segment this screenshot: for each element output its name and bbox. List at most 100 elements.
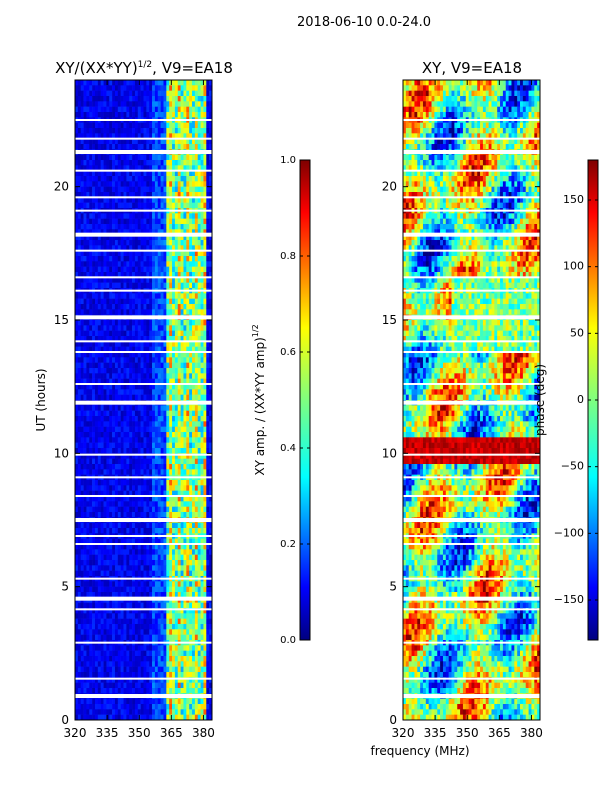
amp-cell	[163, 512, 167, 518]
amp-cell	[103, 250, 107, 257]
amp-cell	[103, 490, 107, 497]
amp-cell	[209, 261, 213, 267]
amp-cell	[206, 250, 210, 257]
amp-cell	[143, 544, 147, 550]
amp-cell	[114, 293, 119, 299]
amp-cell	[126, 245, 130, 251]
amp-cell	[97, 368, 101, 374]
amp-cell	[192, 277, 196, 283]
amp-cell	[97, 442, 101, 449]
amp-cell	[177, 346, 181, 353]
amp-cell	[189, 176, 193, 182]
amp-cell	[137, 261, 141, 267]
amp-cell	[126, 138, 130, 145]
amp-cell	[120, 480, 124, 486]
amp-cell	[109, 128, 113, 134]
amp-cell	[106, 154, 110, 161]
amp-cell	[117, 384, 121, 390]
amp-cell	[149, 602, 153, 609]
amp-cell	[149, 240, 153, 246]
amp-cell	[100, 592, 104, 598]
amp-cell	[177, 122, 181, 129]
amp-cell	[163, 384, 167, 390]
amp-cell	[189, 96, 193, 102]
amp-cell	[200, 373, 204, 379]
amp-cell	[186, 336, 190, 342]
amp-cell	[80, 176, 84, 182]
amp-cell	[132, 522, 136, 529]
amp-cell	[183, 405, 187, 411]
amp-cell	[189, 293, 193, 299]
amp-cell	[109, 112, 113, 118]
amp-cell	[103, 560, 107, 566]
amp-cell	[157, 362, 161, 369]
amp-cell	[172, 122, 176, 129]
amp-cell	[172, 202, 176, 209]
amp-cell	[209, 245, 213, 251]
amp-cell	[129, 234, 133, 241]
amp-cell	[149, 245, 153, 251]
amp-cell	[117, 480, 121, 486]
amp-cell	[149, 133, 153, 139]
amp-cell	[146, 106, 150, 113]
amp-cell	[89, 618, 93, 625]
amp-cell	[152, 389, 156, 395]
amp-cell	[80, 133, 84, 139]
amp-cell	[200, 80, 204, 86]
amp-cell	[163, 181, 167, 187]
amp-cell	[160, 213, 164, 219]
amp-cell	[117, 544, 121, 550]
amp-cell	[89, 298, 93, 305]
amp-cell	[117, 293, 121, 299]
amp-cell	[143, 469, 147, 475]
amp-cell	[163, 213, 167, 219]
amp-cell	[89, 357, 93, 363]
amp-cell	[194, 368, 199, 374]
amp-cell	[180, 186, 184, 193]
amp-cell	[183, 266, 187, 273]
amp-cell	[186, 197, 190, 203]
amp-cell	[120, 608, 124, 614]
amp-cell	[192, 352, 196, 358]
amp-cell	[129, 458, 133, 465]
amp-cell	[129, 437, 133, 443]
amp-cell	[152, 154, 156, 161]
amp-cell	[209, 176, 213, 182]
amp-cell	[86, 624, 90, 630]
amp-cell	[177, 170, 181, 177]
amp-cell	[126, 554, 130, 561]
amp-cell	[166, 368, 170, 374]
amp-cell	[189, 602, 193, 609]
amp-cell	[137, 112, 141, 118]
amp-cell	[194, 592, 199, 598]
amp-cell	[163, 544, 167, 550]
amp-cell	[123, 101, 127, 107]
amp-cell	[152, 416, 156, 422]
amp-cell	[134, 554, 139, 561]
amp-cell	[209, 373, 213, 379]
amp-cell	[129, 581, 133, 587]
amp-cell	[177, 490, 181, 497]
amp-cell	[109, 101, 113, 107]
amp-cell	[146, 544, 150, 550]
amp-cell	[137, 560, 141, 566]
amp-cell	[166, 234, 170, 241]
amp-cell	[140, 496, 144, 502]
amp-cell	[103, 85, 107, 91]
amp-cell	[117, 554, 121, 561]
amp-cell	[77, 181, 81, 187]
amp-cell	[186, 138, 190, 145]
amp-cell	[209, 106, 213, 113]
amp-cell	[112, 224, 116, 230]
amp-cell	[117, 624, 121, 630]
amp-cell	[132, 368, 136, 374]
amp-cell	[174, 544, 179, 550]
amp-cell	[192, 405, 196, 411]
amp-cell	[166, 410, 170, 417]
amp-cell	[149, 341, 153, 347]
amp-cell	[106, 496, 110, 502]
amp-cell	[157, 309, 161, 315]
amp-cell	[106, 565, 110, 571]
amp-cell	[206, 432, 210, 438]
amp-cell	[106, 480, 110, 486]
